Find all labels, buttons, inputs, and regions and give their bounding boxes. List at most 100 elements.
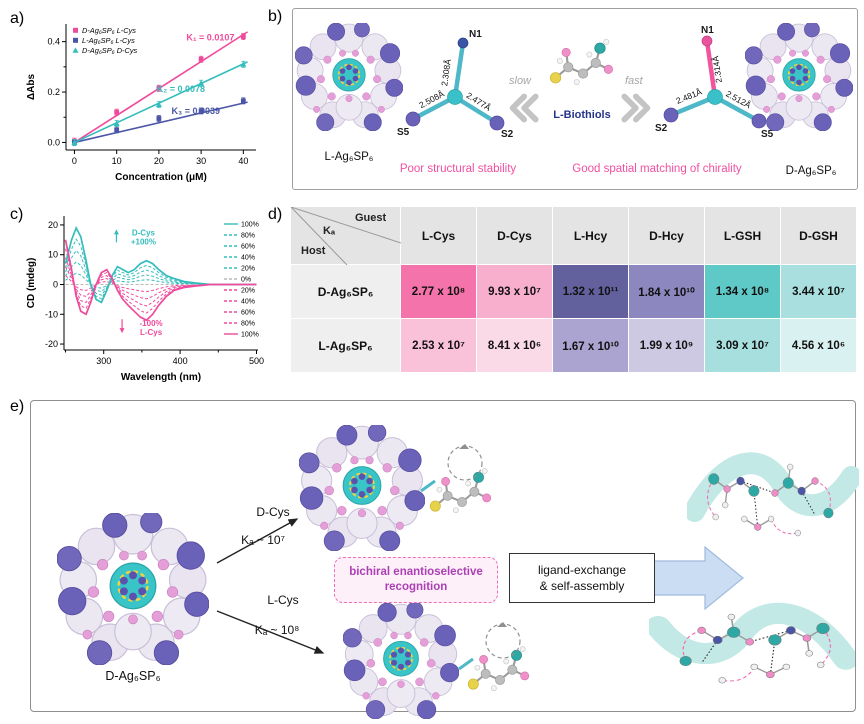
s2-label: S2	[501, 129, 514, 140]
ag-atom	[707, 89, 723, 105]
d-ag6sp6-host-cluster	[57, 513, 209, 665]
s5-atom	[405, 111, 421, 127]
ka-value-cell: 1.34 x 10⁸	[704, 264, 781, 319]
corner-guest-label: Guest	[355, 212, 387, 224]
biothiol-label: L-Biothiols	[553, 109, 611, 121]
cd-legend-entry: 0%	[241, 277, 251, 284]
s5-label: S5	[397, 127, 410, 138]
svg-text:0.0: 0.0	[47, 137, 60, 147]
bond-n-length: 2.314Å	[710, 55, 724, 83]
svg-text:Concentration (μM): Concentration (μM)	[115, 172, 207, 183]
cd-legend-entry: 80%	[241, 321, 255, 328]
process-line2: & self-assembly	[539, 579, 625, 593]
ka-value-cell: 1.32 x 10¹¹	[552, 264, 629, 319]
panel-b-label: b)	[268, 8, 283, 25]
cd-legend-entry: 60%	[241, 244, 255, 251]
svg-text:0: 0	[72, 156, 77, 166]
legend-entry: D-Ag₆SP₆ D-Cys	[82, 46, 138, 55]
svg-text:0.2: 0.2	[47, 87, 60, 97]
scheme-arrows	[216, 518, 744, 654]
s2-label: S2	[655, 123, 668, 134]
d-cys-arrow	[216, 518, 299, 564]
svg-text:ΔAbs: ΔAbs	[26, 74, 37, 101]
s2-atom	[663, 107, 679, 123]
l-cluster-label: L-Ag₆SP₆	[324, 151, 374, 163]
n1-atom	[701, 35, 713, 47]
svg-text:0.4: 0.4	[47, 37, 60, 47]
biothiol-molecule-image	[545, 31, 619, 95]
l-ag6sp6-cluster-image	[295, 23, 403, 131]
cd-legend-entry: 20%	[241, 266, 255, 273]
cd-legend-entry: 40%	[241, 299, 255, 306]
svg-text:30: 30	[196, 156, 206, 166]
panel-c: c) 300 400 500 -20 -10 0 10 20 Wavelength (nm) CD…	[8, 198, 264, 394]
table-row: D-Ag₆SP₆ 2.77 x 10⁸ 9.93 x 10⁷ 1.32 x 10¹¹ 1…	[290, 264, 857, 319]
panel-a-label: a)	[10, 10, 25, 27]
ka-value-cell: 1.67 x 10¹⁰	[552, 318, 629, 373]
bond-n-length: 2.308Å	[439, 58, 453, 86]
series-2	[71, 60, 248, 146]
cd-legend-entry: 100%	[241, 332, 259, 339]
svg-text:-20: -20	[45, 339, 58, 349]
ka-value-cell: 3.09 x 10⁷	[704, 318, 781, 373]
slow-label: slow	[509, 75, 532, 87]
fast-chevrons-icon	[619, 93, 655, 123]
panel-a: a) 0 10 20 30 40 0.0 0.2 0.4 Concentration (μM) Δ…	[8, 6, 262, 198]
guest-column-header: D-Cys	[476, 206, 553, 265]
k-annotation: K₂ = 0.0078	[157, 84, 205, 94]
s5-label: S5	[761, 129, 774, 140]
corner-host-label: Host	[301, 245, 326, 257]
ka-value-cell: 2.53 x 10⁷	[400, 318, 477, 373]
svg-text:Wavelength (nm): Wavelength (nm)	[121, 372, 201, 383]
table-row: L-Ag₆SP₆ 2.53 x 10⁷ 8.41 x 10⁶ 1.67 x 10¹⁰ 1…	[290, 318, 857, 373]
ka-value-cell: 8.41 x 10⁶	[476, 318, 553, 373]
ka-value-cell: 1.99 x 10⁹	[628, 318, 705, 373]
svg-text:10: 10	[48, 250, 58, 260]
panel-e: e) D-Ag₆SP₆ D-Cys Kₐ ~ 10⁷ L-Cys Kₐ ~ 10…	[6, 390, 862, 722]
d-cys-ligand-label: D-Cys	[256, 505, 290, 519]
cd-annotation: L-Cys	[140, 328, 163, 337]
l-cys-arrow	[216, 610, 325, 654]
ag-atom	[447, 89, 463, 105]
svg-text:400: 400	[173, 356, 188, 366]
d-cluster-label: D-Ag₆SP₆	[785, 165, 837, 177]
n1-label: N1	[469, 29, 482, 40]
corner-cell: Kₐ Guest Host	[290, 206, 401, 265]
cd-annotation: D-Cys	[132, 228, 156, 237]
cd-spectra-chart: 300 400 500 -20 -10 0 10 20 Wavelength (nm) CD (m…	[26, 216, 264, 383]
d-cys-ka-label: Kₐ ~ 10⁷	[241, 533, 285, 547]
n1-label: N1	[701, 25, 714, 36]
ka-value-cell: 9.93 x 10⁷	[476, 264, 553, 319]
l-tripod-structure: N1 S2 S5 2.308Å 2.477Å 2.508Å	[397, 29, 514, 140]
cd-legend-entry: 20%	[241, 288, 255, 295]
panel-d-label: d)	[268, 206, 283, 223]
svg-text:0: 0	[53, 279, 58, 289]
l-cys-ka-label: Kₐ ~ 10⁸	[254, 623, 300, 637]
k-annotation: K₃ = 0.0039	[172, 106, 220, 116]
process-line1: ligand-exchange	[537, 562, 627, 577]
k-annotation: K₁ = 0.0107	[186, 32, 234, 42]
d-ag6sp6-cluster-image	[745, 23, 853, 131]
svg-text:10: 10	[112, 156, 122, 166]
assembly-structure-top	[687, 415, 859, 565]
host-cluster-label: D-Ag₆SP₆	[105, 669, 161, 683]
svg-text:500: 500	[249, 356, 264, 366]
cd-legend-entry: 60%	[241, 310, 255, 317]
panel-c-label: c)	[10, 206, 24, 223]
panel-e-label: e)	[10, 398, 25, 415]
d-cys-complex-cluster	[299, 425, 425, 551]
process-label-box: ligand-exchange & self-assembly	[509, 553, 655, 603]
panel-e-box: D-Ag₆SP₆ D-Cys Kₐ ~ 10⁷ L-Cys Kₐ ~ 10⁸ b…	[30, 400, 856, 712]
legend-entry: D-Ag₆SP₆ L-Cys	[82, 26, 136, 35]
fast-label: fast	[625, 75, 643, 87]
host-row-header: D-Ag₆SP₆	[290, 264, 401, 319]
n1-atom	[457, 37, 469, 49]
guest-column-header: L-Hcy	[552, 206, 629, 265]
ka-value-cell: 1.84 x 10¹⁰	[628, 264, 705, 319]
cd-annotation: +100%	[131, 237, 156, 246]
cd-annotation: -100%	[140, 319, 163, 328]
ka-binding-table: Kₐ Guest Host L-Cys D-Cys L-Hcy D-Hcy L-GSH D-GS…	[290, 206, 857, 373]
guest-column-header: D-Hcy	[628, 206, 705, 265]
d-tripod-structure: N1 S2 S5 2.314Å 2.481Å 2.512Å	[655, 25, 774, 140]
panel-b-box: L-Ag₆SP₆ N1 S2 S5 2.308Å 2.477Å 2.508Å s…	[292, 8, 858, 190]
